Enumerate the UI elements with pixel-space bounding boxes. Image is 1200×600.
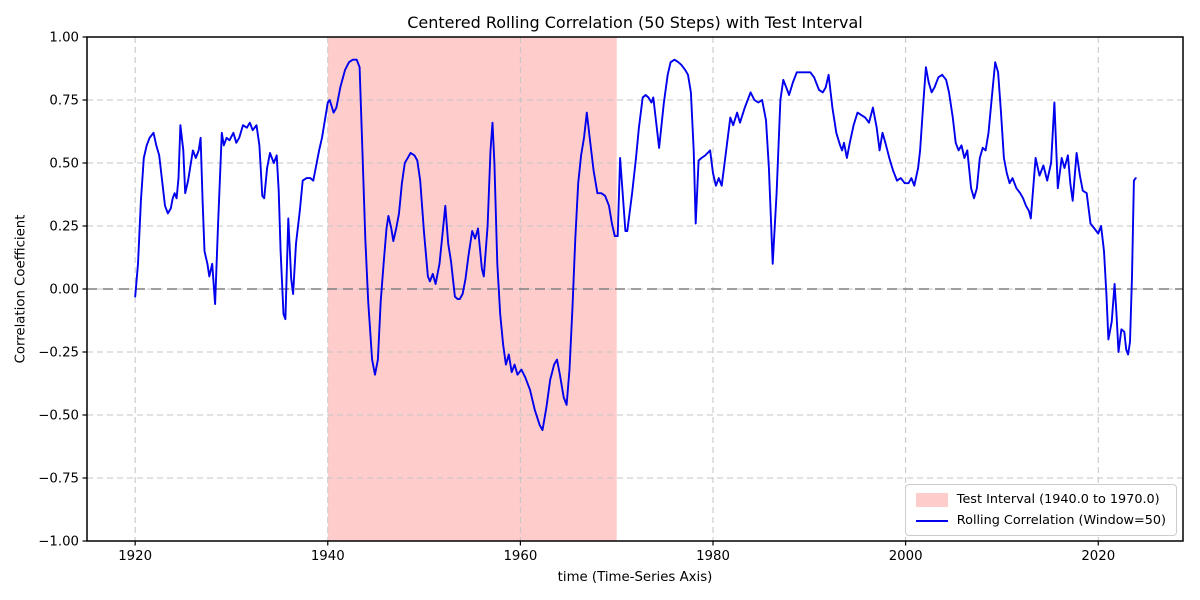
legend-label-rolling-correlation: Rolling Correlation (Window=50) — [956, 513, 1166, 528]
y-tick-label: 1.00 — [49, 31, 79, 46]
legend-label-test-interval: Test Interval (1940.0 to 1970.0) — [956, 492, 1160, 507]
test-interval-swatch — [915, 492, 948, 507]
y-tick-label: 0.25 — [49, 220, 79, 235]
y-tick-label: 0.75 — [49, 94, 79, 109]
chart-title: Centered Rolling Correlation (50 Steps) … — [407, 13, 863, 32]
rolling-correlation-line — [134, 58, 1137, 432]
x-tick-label: 2000 — [889, 549, 923, 564]
x-tick-label: 1980 — [696, 549, 730, 564]
y-tick-label: 0.00 — [49, 283, 79, 298]
rolling-correlation-swatch — [915, 519, 948, 522]
y-tick-label: −0.50 — [38, 409, 79, 424]
x-tick-label: 1940 — [311, 549, 345, 564]
y-tick-label: −0.25 — [38, 346, 79, 361]
legend-item-test-interval: Test Interval (1940.0 to 1970.0) — [915, 492, 1166, 507]
x-tick-label: 1920 — [118, 549, 152, 564]
legend: Test Interval (1940.0 to 1970.0) Rolling… — [904, 484, 1177, 536]
y-tick-label: −1.00 — [38, 535, 79, 550]
y-tick-label: −0.75 — [38, 472, 79, 487]
y-axis-label: Correlation Coefficient — [13, 214, 29, 364]
x-tick-label: 1960 — [503, 549, 537, 564]
x-tick-label: 2020 — [1081, 549, 1115, 564]
y-tick-label: 0.50 — [49, 157, 79, 172]
x-axis-label: time (Time-Series Axis) — [557, 570, 713, 585]
legend-item-rolling-correlation: Rolling Correlation (Window=50) — [915, 513, 1166, 528]
